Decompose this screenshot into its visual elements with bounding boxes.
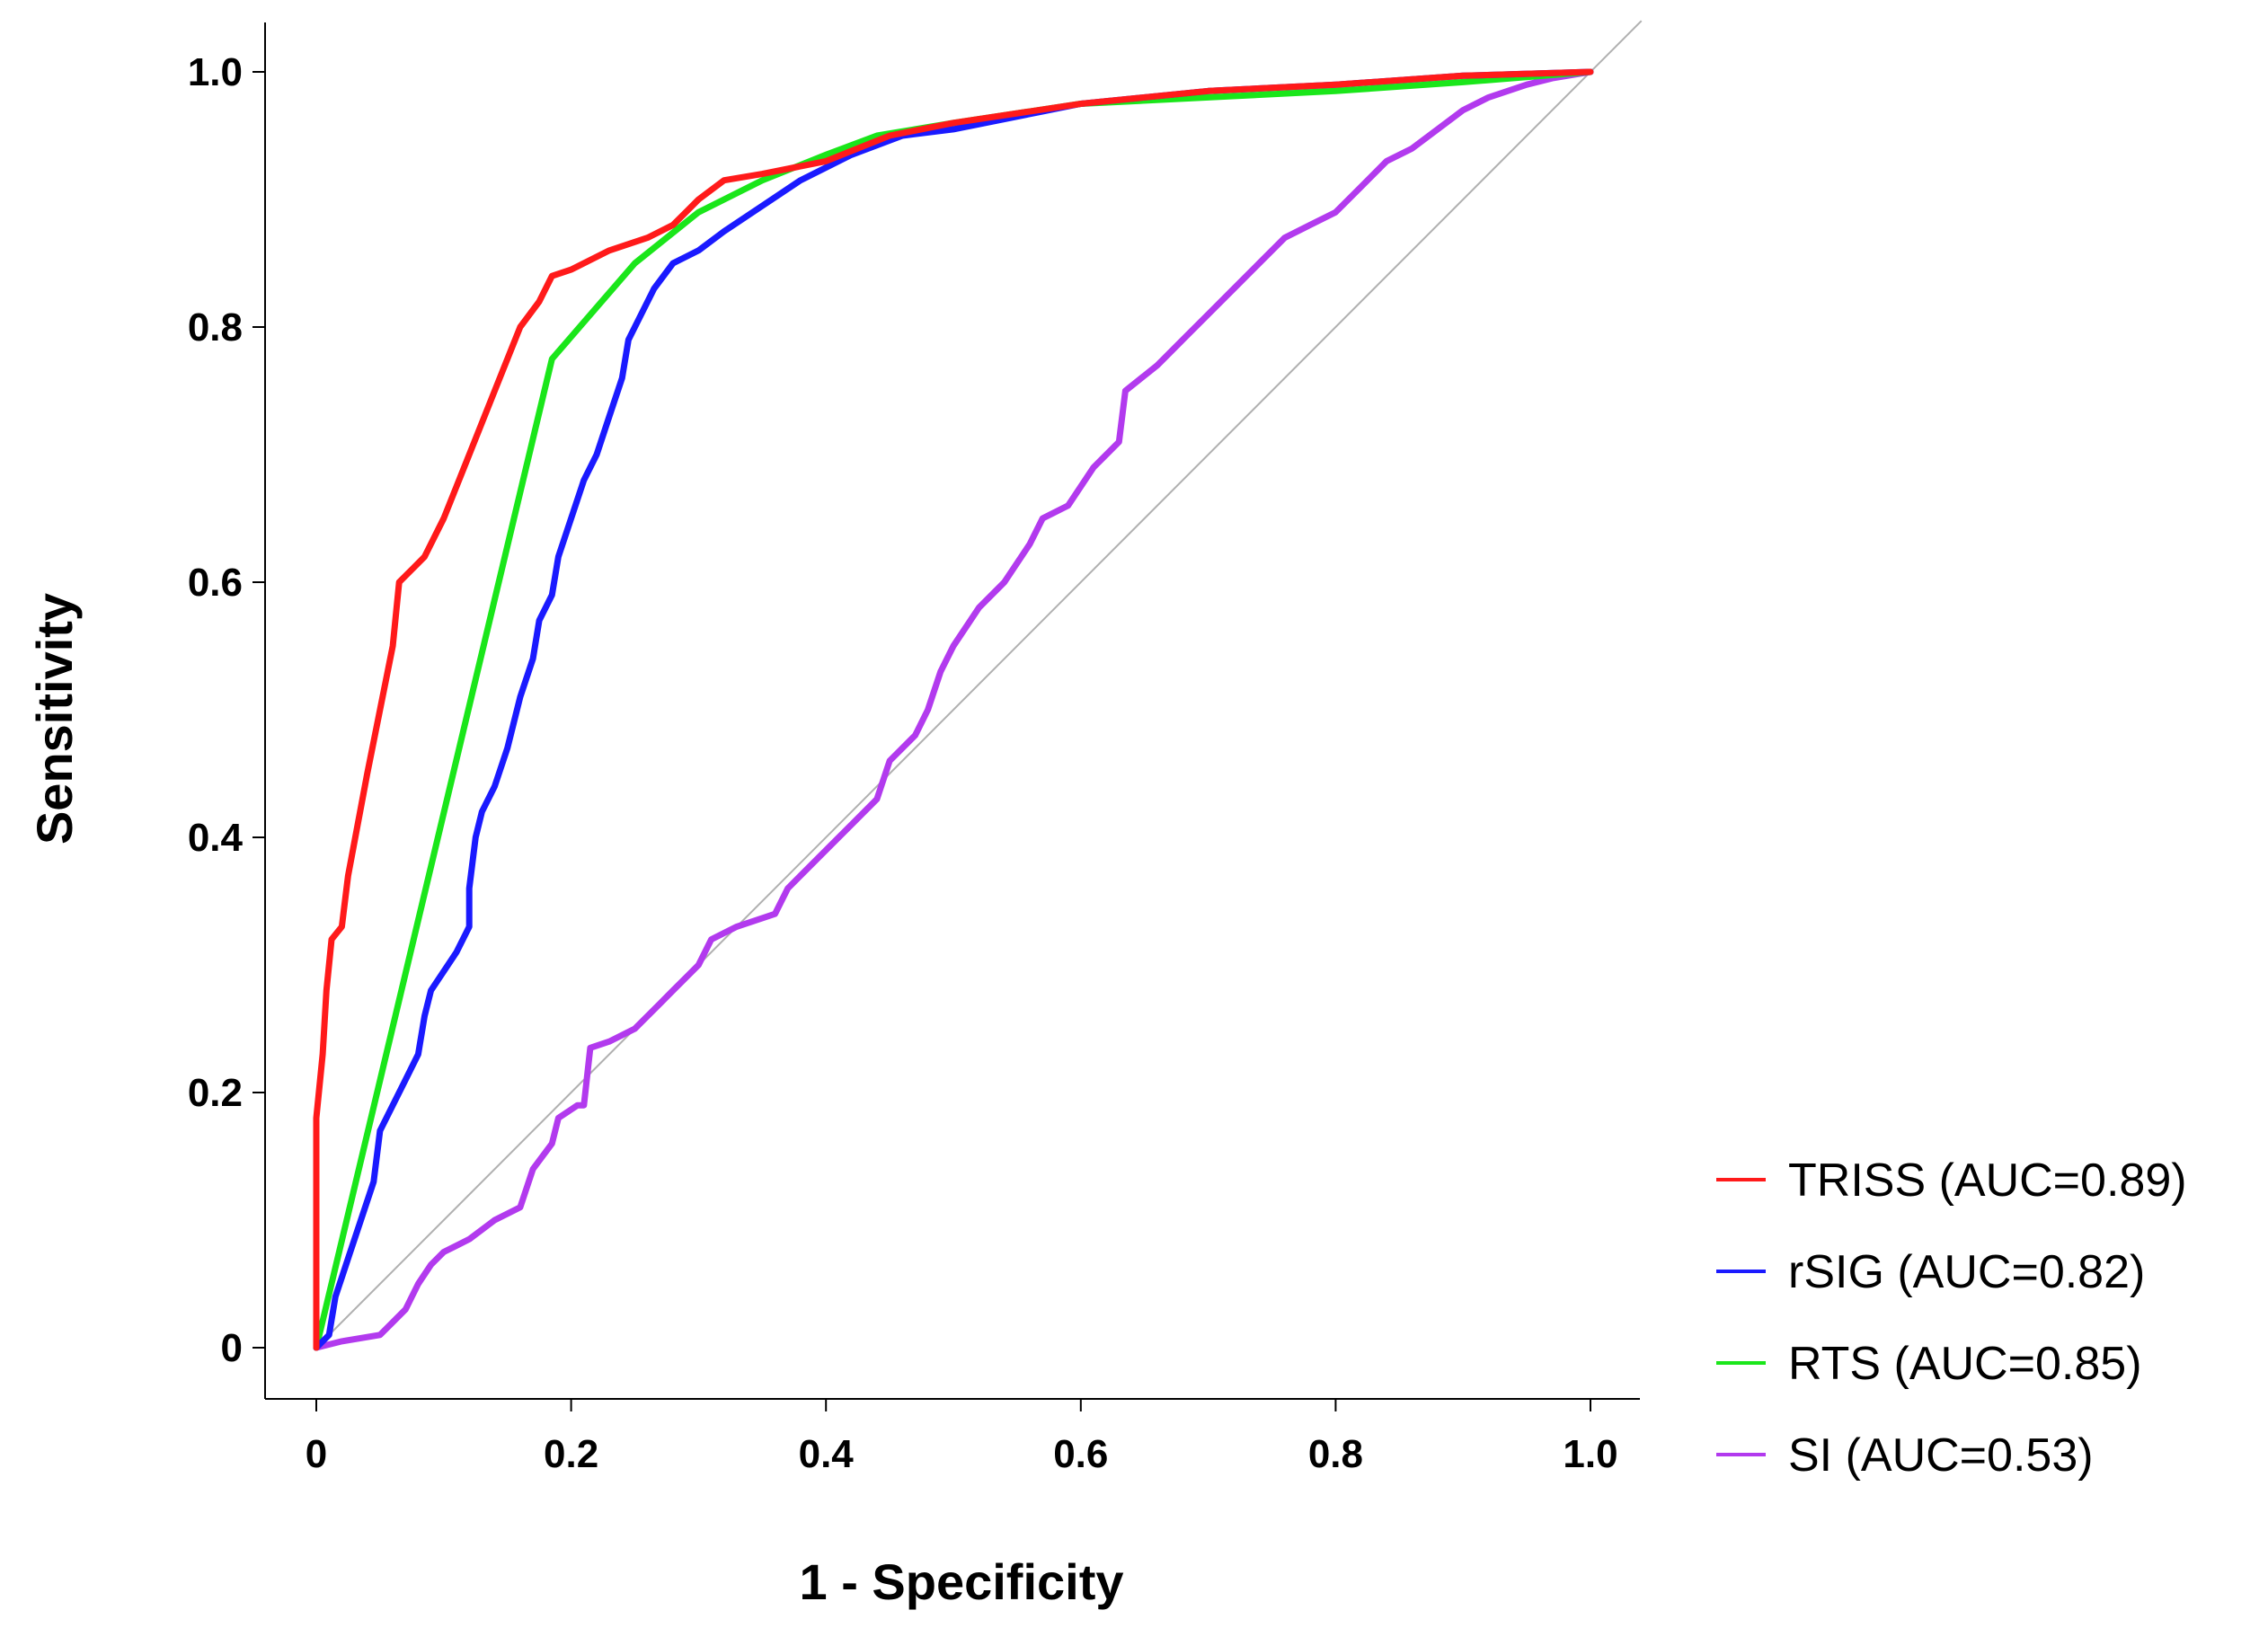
reference-diagonal — [315, 20, 1643, 1349]
y-axis-title: Sensitivity — [26, 593, 83, 845]
x-tick-label: 1.0 — [1563, 1432, 1617, 1476]
series-layer — [313, 68, 1594, 1351]
series-line-triss — [313, 68, 1594, 1351]
x-tick-label: 0.2 — [544, 1432, 598, 1476]
legend-label-rts: RTS (AUC=0.85) — [1788, 1338, 2142, 1390]
series-line-rts — [313, 68, 1594, 1351]
series-line-si — [313, 68, 1594, 1351]
y-tick-label: 0.2 — [188, 1071, 243, 1115]
y-tick-label: 1.0 — [188, 50, 243, 94]
x-axis-title: 1 - Specificity — [799, 1553, 1123, 1610]
legend-label-triss: TRISS (AUC=0.89) — [1788, 1155, 2187, 1207]
y-tick-label: 0.6 — [188, 561, 243, 605]
y-tick-label: 0.4 — [188, 816, 244, 860]
legend-label-si: SI (AUC=0.53) — [1788, 1429, 2094, 1482]
reference-layer — [315, 20, 1643, 1349]
y-tick-label: 0.8 — [188, 305, 243, 349]
x-tick-label: 0.8 — [1308, 1432, 1363, 1476]
x-tick-label: 0.6 — [1053, 1432, 1108, 1476]
series-line-rsig — [313, 68, 1594, 1351]
x-tick-label: 0 — [306, 1432, 327, 1476]
y-tick-label: 0 — [221, 1326, 243, 1370]
axes-layer: 0 0.2 0.4 0.6 0.8 1.0 0 0.2 0.4 0.6 0.8 1.0 — [188, 22, 1640, 1476]
legend-label-rsig: rSIG (AUC=0.82) — [1788, 1246, 2145, 1298]
legend: TRISS (AUC=0.89) rSIG (AUC=0.82) RTS (AUC=… — [1716, 1155, 2187, 1482]
x-tick-label: 0.4 — [799, 1432, 855, 1476]
